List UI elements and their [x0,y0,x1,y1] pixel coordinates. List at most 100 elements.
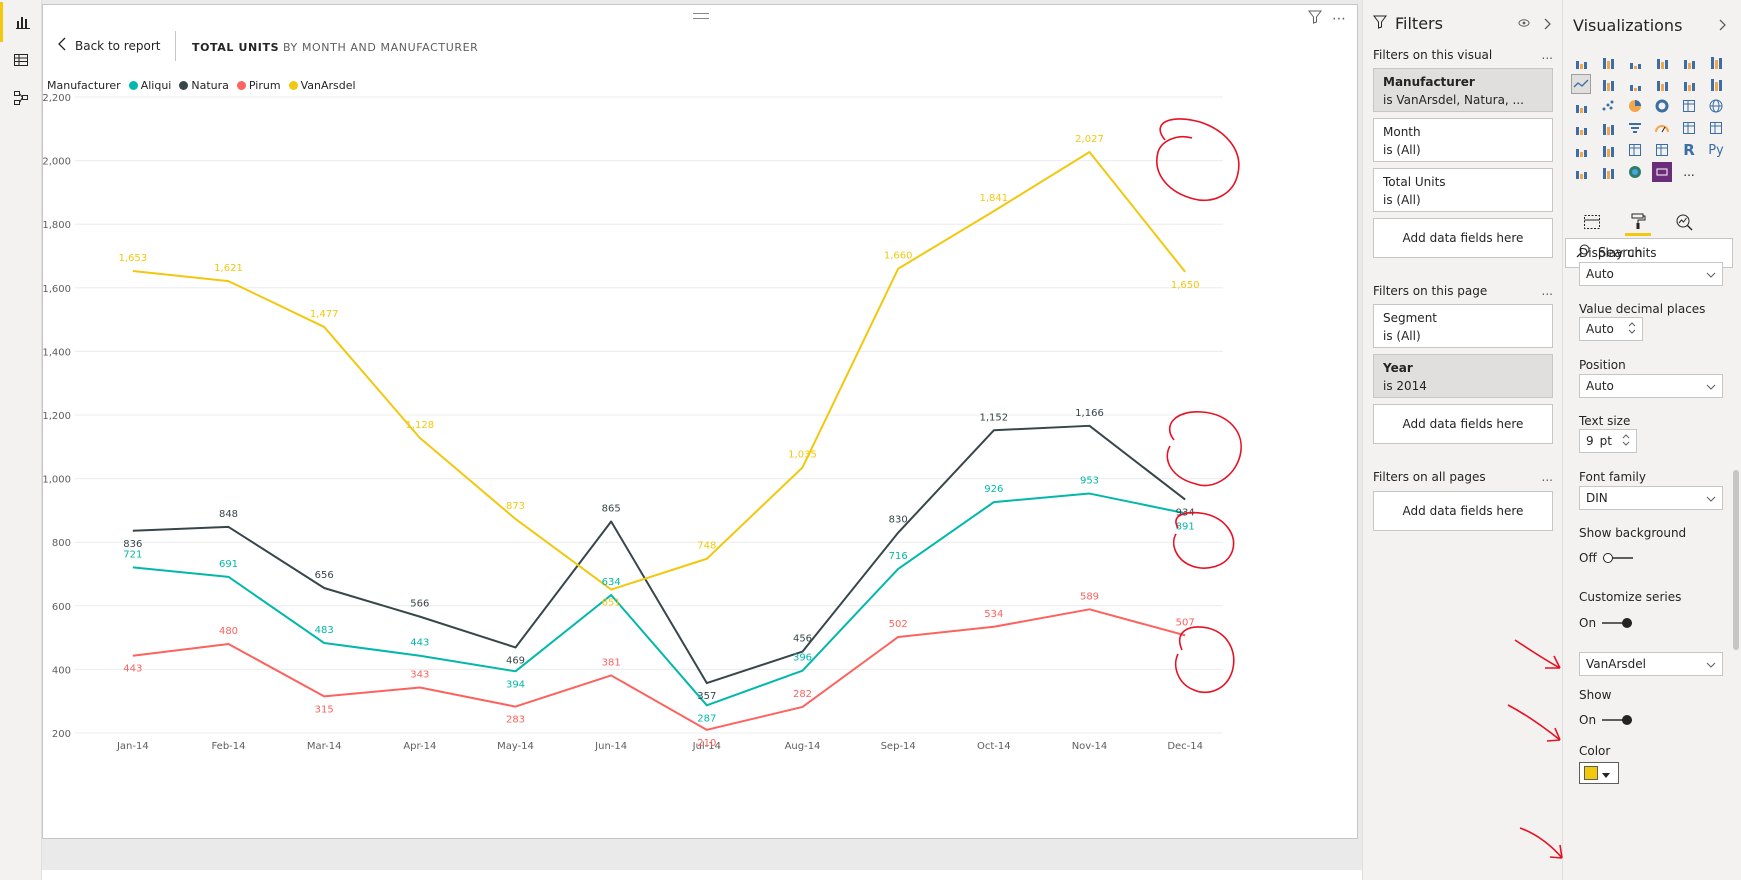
stacked-area-icon[interactable] [1625,74,1645,94]
show-toggle[interactable]: On [1579,713,1633,727]
show-label: Show [1579,688,1612,702]
kpi-icon[interactable] [1571,140,1591,160]
report-view-icon[interactable] [0,2,42,42]
decomposition-tree-icon[interactable] [1598,162,1618,182]
treemap-icon[interactable] [1679,96,1699,116]
arcgis-icon[interactable] [1625,162,1645,182]
filter-card-total-units[interactable]: Total Units is (All) [1373,168,1553,212]
data-view-icon[interactable] [0,40,42,80]
data-label: 1,653 [119,253,148,264]
visualizations-title: Visualizations [1573,16,1683,35]
r-visual-icon[interactable]: R [1683,141,1695,159]
data-label: 287 [697,713,716,724]
more-options-icon[interactable]: ... [1541,284,1553,298]
add-data-fields-page[interactable]: Add data fields here [1373,404,1553,444]
scatter-icon[interactable] [1598,96,1618,116]
filters-all-pages-section: Filters on all pages ... [1373,470,1553,484]
series-line-vanarsdel [132,151,1186,591]
data-label: 748 [697,541,716,552]
filter-value: is VanArsdel, Natura, ... [1383,93,1524,107]
slicer-icon[interactable] [1598,140,1618,160]
breadcrumb-dimension: BY MONTH AND MANUFACTURER [283,41,479,54]
legend-item-pirum[interactable]: Pirum [236,79,281,92]
stacked-bar-icon[interactable] [1571,52,1591,72]
more-options-icon[interactable]: ⋯ [1332,10,1347,27]
filter-card-segment[interactable]: Segment is (All) [1373,304,1553,348]
chevron-right-icon[interactable] [1719,16,1727,35]
filter-icon[interactable] [1308,9,1322,28]
line-column-icon[interactable] [1652,74,1672,94]
python-visual-icon[interactable]: Py [1708,142,1724,158]
filter-card-month[interactable]: Month is (All) [1373,118,1553,162]
text-size-spinner[interactable]: 9 pt [1579,429,1637,453]
ribbon-chart-icon[interactable] [1706,74,1726,94]
drag-grip-icon[interactable] [693,13,709,19]
gauge-icon[interactable] [1652,118,1672,138]
line-chart-visual[interactable]: ⋯ Back to report TOTAL UNITS BY MONTH AN… [42,4,1358,839]
filter-card-manufacturer[interactable]: Manufacturer is VanArsdel, Natura, ... [1373,68,1553,112]
spinner-arrows-icon[interactable] [1628,321,1636,338]
chevron-right-icon[interactable] [1544,18,1552,33]
100-column-icon[interactable] [1706,52,1726,72]
y-tick-label: 1,800 [43,220,71,231]
card-icon[interactable] [1679,118,1699,138]
multirow-card-icon[interactable] [1706,118,1726,138]
spinner-arrows-icon[interactable] [1622,433,1630,450]
eye-icon[interactable] [1518,18,1530,33]
visual-type-gallery: R Py... [1571,52,1731,184]
line-chart-icon[interactable] [1571,74,1591,94]
key-influencers-icon[interactable] [1571,162,1591,182]
data-label: 934 [1176,508,1195,519]
legend-item-vanarsdel[interactable]: VanArsdel [288,79,356,92]
filled-map-icon[interactable] [1571,118,1591,138]
chart-legend: Manufacturer Aliqui Natura Pirum VanArsd… [47,79,356,92]
waterfall-icon[interactable] [1571,96,1591,116]
back-label: Back to report [75,38,161,53]
legend-item-aliqui[interactable]: Aliqui [128,79,171,92]
series-select-dropdown[interactable]: VanArsdel [1579,652,1723,676]
shape-map-icon[interactable] [1598,118,1618,138]
legend-item-natura[interactable]: Natura [179,79,229,92]
x-tick-label: Feb-14 [211,741,245,752]
table-icon[interactable] [1625,140,1645,160]
y-tick-label: 400 [52,665,71,676]
more-options-icon[interactable]: ... [1541,48,1553,62]
filter-card-year[interactable]: Year is 2014 [1373,354,1553,398]
customize-series-toggle[interactable]: On [1579,616,1633,630]
funnel-icon[interactable] [1625,118,1645,138]
toggle-state: On [1579,616,1597,630]
decimal-places-spinner[interactable]: Auto [1579,317,1643,341]
pie-icon[interactable] [1625,96,1645,116]
show-background-toggle[interactable]: Off [1579,551,1633,565]
clustered-column-icon[interactable] [1652,52,1672,72]
format-paint-roller-icon[interactable] [1625,208,1651,236]
100-bar-icon[interactable] [1679,52,1699,72]
matrix-icon[interactable] [1652,140,1672,160]
back-to-report-button[interactable]: Back to report [57,37,160,54]
color-label: Color [1579,744,1611,758]
donut-icon[interactable] [1652,96,1672,116]
font-family-dropdown[interactable]: DIN [1579,486,1723,510]
data-label: 873 [506,501,525,512]
position-dropdown[interactable]: Auto [1579,374,1723,398]
add-data-fields-all[interactable]: Add data fields here [1373,491,1553,531]
model-view-icon[interactable] [0,78,42,118]
pane-scrollbar[interactable] [1733,470,1739,650]
display-units-dropdown[interactable]: Auto [1579,262,1723,286]
custom-visual-icon[interactable] [1652,162,1672,182]
data-label: 396 [793,653,812,664]
series-line-aliqui [132,492,1186,707]
more-visuals-icon[interactable]: ... [1683,165,1695,179]
spinner-value: Auto [1586,322,1614,336]
more-options-icon[interactable]: ... [1541,470,1553,484]
add-data-fields-visual[interactable]: Add data fields here [1373,218,1553,258]
area-chart-icon[interactable] [1598,74,1618,94]
chevron-down-icon [1706,267,1716,281]
analytics-magnifier-icon[interactable] [1671,208,1697,236]
color-picker-button[interactable] [1579,762,1619,784]
clustered-bar-icon[interactable] [1625,52,1645,72]
line-clustered-icon[interactable] [1679,74,1699,94]
fields-tab-icon[interactable] [1579,208,1605,236]
map-icon[interactable] [1706,96,1726,116]
stacked-column-icon[interactable] [1598,52,1618,72]
